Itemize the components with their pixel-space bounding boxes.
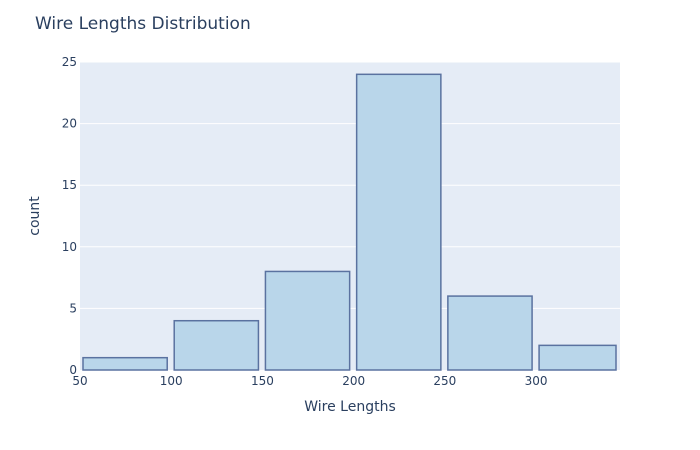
x-tick-label: 200 <box>342 374 365 388</box>
x-tick-label: 250 <box>433 374 456 388</box>
y-tick-label: 5 <box>69 301 77 315</box>
y-tick-label: 0 <box>69 363 77 377</box>
x-tick-label: 50 <box>72 374 87 388</box>
histogram-bar <box>355 73 442 371</box>
histogram-bar <box>264 270 351 371</box>
histogram-bar <box>447 295 533 371</box>
x-axis-title: Wire Lengths <box>304 399 396 415</box>
histogram-bar <box>173 319 260 371</box>
y-axis-title: count <box>27 196 43 236</box>
histogram-bar <box>538 344 617 371</box>
chart-title: Wire Lengths Distribution <box>35 14 251 34</box>
y-tick-label: 10 <box>62 240 77 254</box>
bars <box>82 73 617 371</box>
x-tick-label: 300 <box>525 374 548 388</box>
y-tick-label: 15 <box>62 178 77 192</box>
histogram-bar <box>82 356 168 371</box>
y-tick-label: 25 <box>62 55 77 69</box>
y-axis-ticks: 0 5 10 15 20 25 <box>62 55 77 377</box>
y-tick-label: 20 <box>62 117 77 131</box>
x-axis-ticks: 50 100 150 200 250 300 <box>72 374 547 388</box>
x-tick-label: 100 <box>160 374 183 388</box>
x-tick-label: 150 <box>251 374 274 388</box>
